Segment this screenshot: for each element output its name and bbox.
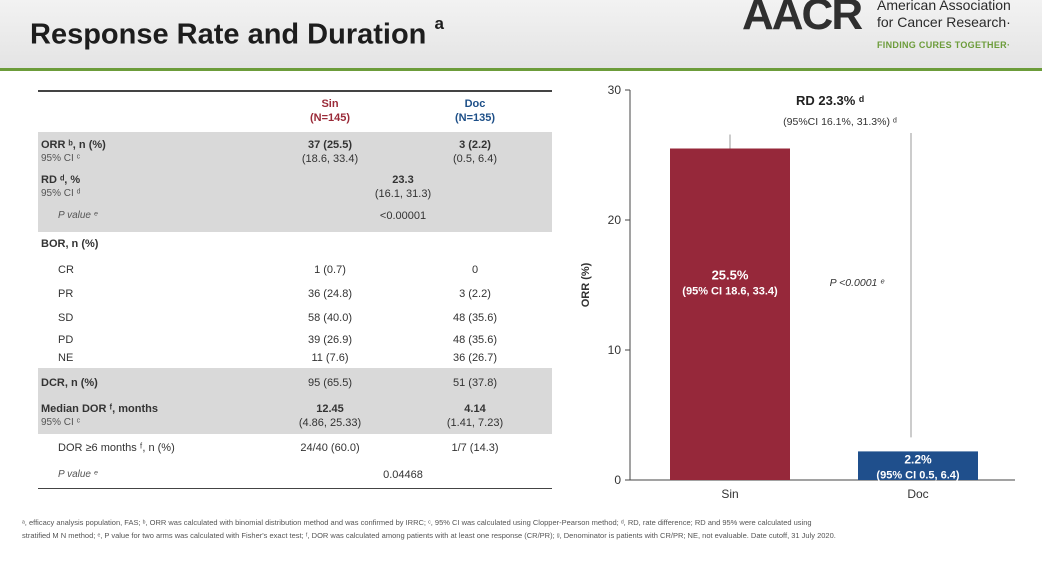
bar-value-label: 2.2% — [904, 452, 932, 466]
bor-cr-label: CR — [58, 264, 74, 276]
dor-sin: 12.45 — [316, 403, 344, 415]
response-table: Sin (N=145) Doc (N=135) ORR ᵇ, n (%) 95%… — [38, 90, 552, 489]
col-sin-name: Sin — [321, 98, 339, 110]
dor-p-row: P value ᵉ 0.04468 — [38, 462, 552, 488]
table-row: NE 11 (7.6) 36 (26.7) — [38, 348, 552, 368]
orr-row: ORR ᵇ, n (%) 95% CI ᶜ 37 (25.5) (18.6, 3… — [38, 132, 552, 170]
dor6-row: DOR ≥6 months ᶠ, n (%) 24/40 (60.0) 1/7 … — [38, 434, 552, 462]
y-tick-label: 20 — [608, 213, 622, 227]
bor-ne-label: NE — [58, 352, 74, 364]
bor-sd-doc: 48 (35.6) — [452, 312, 498, 324]
logo-tagline: FINDING CURES TOGETHER· — [877, 40, 1011, 50]
y-tick-label: 10 — [608, 343, 622, 357]
bor-cr-sin: 1 (0.7) — [314, 264, 346, 276]
table-row: PR 36 (24.8) 3 (2.2) — [38, 280, 552, 304]
dor6-sin: 24/40 (60.0) — [300, 442, 360, 454]
bar-sin — [670, 148, 790, 480]
logo-org-line1: American Association — [877, 0, 1011, 13]
x-tick-label: Doc — [907, 487, 928, 501]
aacr-logo: AACR — [742, 0, 863, 39]
bor-pd-label: PD — [58, 334, 74, 346]
table-row: SD 58 (40.0) 48 (35.6) — [38, 304, 552, 328]
annotation-rd: RD 23.3% ᵈ — [796, 93, 864, 108]
table-top-rule — [38, 90, 552, 92]
col-doc-name: Doc — [464, 98, 486, 110]
table-bottom-rule — [38, 488, 552, 489]
orr-doc: 3 (2.2) — [459, 139, 491, 151]
dor-label: Median DOR ᶠ, months — [41, 403, 158, 415]
table-header-row: Sin (N=145) Doc (N=135) — [38, 92, 552, 132]
title-footnote-marker: a — [434, 14, 444, 33]
rd-value: 23.3 — [392, 174, 414, 186]
rd-label: RD ᵈ, % — [41, 174, 81, 186]
dor-doc: 4.14 — [464, 403, 486, 415]
col-sin-n: (N=145) — [309, 112, 351, 124]
bor-pd-doc: 48 (35.6) — [452, 334, 498, 346]
dcr-sin: 95 (65.5) — [307, 377, 353, 389]
dcr-label: DCR, n (%) — [41, 377, 98, 389]
orr-sin-ci: (18.6, 33.4) — [301, 153, 359, 165]
y-axis-title: ORR (%) — [580, 262, 592, 307]
bar-ci-label: (95% CI 18.6, 33.4) — [682, 285, 778, 297]
y-tick-label: 0 — [614, 473, 621, 487]
bor-sd-label: SD — [58, 312, 74, 324]
dcr-doc: 51 (37.8) — [452, 377, 498, 389]
dor-sin-ci: (4.86, 25.33) — [298, 417, 362, 429]
bor-header-row: BOR, n (%) — [38, 232, 552, 256]
dor-doc-ci: (1.41, 7.23) — [446, 417, 504, 429]
rd-p-value: <0.00001 — [379, 210, 427, 222]
bor-pd-sin: 39 (26.9) — [307, 334, 353, 346]
orr-doc-ci: (0.5, 6.4) — [452, 153, 498, 165]
bor-pr-sin: 36 (24.8) — [307, 288, 353, 300]
dor-p-label: P value ᵉ — [58, 469, 98, 480]
bor-pr-label: PR — [58, 288, 74, 300]
orr-ci-label: 95% CI ᶜ — [41, 153, 81, 164]
footnote: ᵃ, efficacy analysis population, FAS; ᵇ,… — [22, 516, 1022, 542]
dor-ci-label: 95% CI ᶜ — [41, 417, 81, 428]
header: Response Rate and Duration a AACR Americ… — [0, 0, 1042, 71]
footnote-line1: ᵃ, efficacy analysis population, FAS; ᵇ,… — [22, 518, 812, 527]
annotation-p-value: P <0.0001 ᵉ — [830, 277, 886, 289]
orr-bar-chart: 0 10 20 30 ORR (%) Sin 25.5% (95% CI 18.6, 33… — [580, 83, 1015, 501]
orr-label: ORR ᵇ, n (%) — [41, 139, 106, 151]
logo-org-line2: for Cancer Research· — [877, 14, 1011, 30]
rd-p-row: P value ᵉ <0.00001 — [38, 208, 552, 232]
bor-cr-doc: 0 — [471, 264, 479, 276]
page-title: Response Rate and Duration a — [30, 14, 444, 51]
dor6-label: DOR ≥6 months ᶠ, n (%) — [58, 442, 175, 454]
bor-ne-doc: 36 (26.7) — [452, 352, 498, 364]
dor6-doc: 1/7 (14.3) — [451, 442, 499, 454]
table-row: CR 1 (0.7) 0 — [38, 256, 552, 280]
x-tick-label: Sin — [721, 487, 738, 501]
col-doc-n: (N=135) — [454, 112, 496, 124]
annotation-rd-ci: (95%CI 16.1%, 31.3%) ᵈ — [783, 116, 897, 128]
bar-value-label: 25.5% — [712, 267, 749, 282]
rd-ci: (16.1, 31.3) — [374, 188, 432, 200]
table-row: PD 39 (26.9) 48 (35.6) — [38, 328, 552, 348]
rd-ci-label: 95% CI ᵈ — [41, 188, 81, 199]
bor-sd-sin: 58 (40.0) — [307, 312, 353, 324]
dcr-row: DCR, n (%) 95 (65.5) 51 (37.8) — [38, 368, 552, 398]
orr-sin: 37 (25.5) — [307, 139, 353, 151]
rd-p-label: P value ᵉ — [58, 210, 98, 221]
dor-p-value: 0.04468 — [383, 469, 423, 481]
bar-doc — [858, 451, 978, 480]
footnote-line2: stratified M N method; ᵉ, P value for tw… — [22, 531, 836, 540]
rd-row: RD ᵈ, % 95% CI ᵈ 23.3 (16.1, 31.3) — [38, 170, 552, 208]
y-tick-label: 30 — [608, 83, 622, 97]
dor-row: Median DOR ᶠ, months 95% CI ᶜ 12.45 (4.8… — [38, 398, 552, 434]
bar-ci-label: (95% CI 0.5, 6.4) — [876, 469, 959, 481]
bor-ne-sin: 11 (7.6) — [311, 352, 349, 364]
bor-label: BOR, n (%) — [41, 238, 99, 250]
bor-pr-doc: 3 (2.2) — [459, 288, 491, 300]
